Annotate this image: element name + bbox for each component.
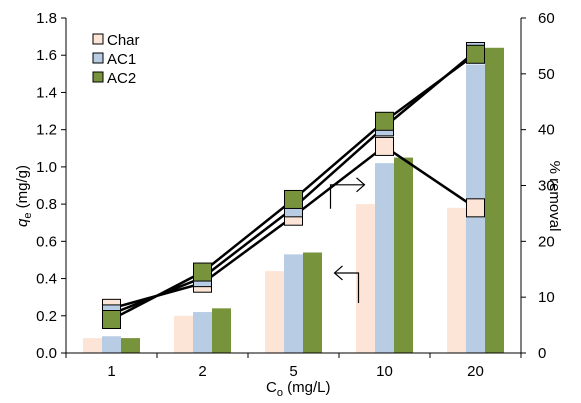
y-left-tick-label: 1.4 (36, 84, 57, 101)
x-axis-title: Co (mg/L) (266, 379, 330, 399)
x-tick-label: 2 (198, 363, 206, 380)
bar-char-10 (356, 204, 375, 353)
legend-swatch-ac1 (92, 52, 104, 64)
y-left-tick-label: 0.4 (36, 271, 57, 288)
y-axis-right-title: % removal (546, 161, 563, 232)
annotation-layer (329, 177, 366, 303)
y-left-tick-label: 0.2 (36, 308, 57, 325)
x-tick-label: 5 (289, 363, 297, 380)
y-left-tick-label: 0.8 (36, 196, 57, 213)
bar-ac1-1 (102, 336, 121, 353)
arrow-left-stem (334, 272, 360, 303)
y-right-tick-label: 30 (538, 178, 555, 195)
marker-ac2-5 (284, 189, 303, 209)
bar-ac2-2 (212, 308, 231, 353)
y-right-tick-label: 60 (538, 10, 555, 27)
bar-ac2-20 (485, 47, 504, 354)
y-axis-left-title: qe (mg/g) (14, 165, 34, 227)
y-right-tick-label: 50 (538, 66, 555, 83)
y-left-title-main: q (14, 218, 31, 227)
y-right-tick-label: 20 (538, 233, 555, 250)
annotation-arrow-right (329, 177, 366, 209)
bar-ac2-5 (303, 252, 322, 353)
y-left-title-rest: (mg/g) (14, 165, 31, 213)
y-right-title: % removal (546, 161, 563, 232)
bar-ac1-10 (375, 163, 394, 353)
arrow-right-head (356, 177, 366, 193)
svg-text:qe (mg/g): qe (mg/g) (14, 165, 34, 227)
annotation-arrow-left (333, 265, 360, 303)
x-axis-title-sub: o (277, 387, 283, 399)
marker-ac2-2 (193, 262, 212, 282)
legend-label-char: Char (107, 32, 140, 49)
bar-char-1 (83, 338, 102, 353)
x-axis-title-rest: (mg/L) (283, 379, 331, 396)
lines-layer (102, 42, 485, 329)
y-left-tick-label: 1.6 (36, 47, 57, 64)
y-right-tick-label: 40 (538, 122, 555, 139)
marker-ac2-20 (466, 44, 485, 64)
y-right-tick-label: 0 (538, 345, 546, 362)
x-tick-label: 1 (107, 363, 115, 380)
y-left-tick-label: 1.0 (36, 159, 57, 176)
y-right-tick-label: 10 (538, 289, 555, 306)
marker-char-20 (466, 198, 485, 218)
x-tick-label: 10 (376, 363, 393, 380)
y-left-tick-label: 0.6 (36, 233, 57, 250)
legend-swatch-char (92, 33, 104, 45)
marker-ac2-1 (102, 310, 121, 329)
legend: Char AC1 AC2 (92, 32, 140, 87)
y-left-tick-label: 1.8 (36, 10, 57, 27)
x-tick-label: 20 (467, 363, 484, 380)
bar-ac2-10 (394, 157, 413, 353)
arrow-left-head (333, 265, 343, 281)
svg-text:Co (mg/L): Co (mg/L) (266, 379, 330, 399)
legend-label-ac1: AC1 (107, 51, 136, 68)
legend-label-ac2: AC2 (107, 70, 136, 87)
y-left-tick-label: 1.2 (36, 122, 57, 139)
bar-char-2 (174, 315, 193, 353)
arrow-right-stem (329, 184, 365, 209)
axes-layer: 0.0 0.2 0.4 0.6 0.8 1.0 1.2 1.4 1.6 1.8 0 10 20 30 40 5… (36, 10, 555, 380)
y-left-tick-label: 0.0 (36, 345, 57, 362)
bar-char-5 (265, 271, 284, 353)
marker-ac2-10 (375, 111, 394, 131)
marker-char-10 (375, 136, 394, 156)
legend-swatch-ac2 (92, 71, 104, 83)
y-left-title-sub: e (22, 213, 34, 219)
bars-layer (83, 47, 504, 354)
bar-ac2-1 (121, 338, 140, 353)
bar-ac1-5 (284, 254, 303, 353)
bar-ac1-2 (193, 312, 212, 353)
x-axis-title-main: C (266, 379, 277, 396)
bar-char-20 (447, 207, 466, 353)
